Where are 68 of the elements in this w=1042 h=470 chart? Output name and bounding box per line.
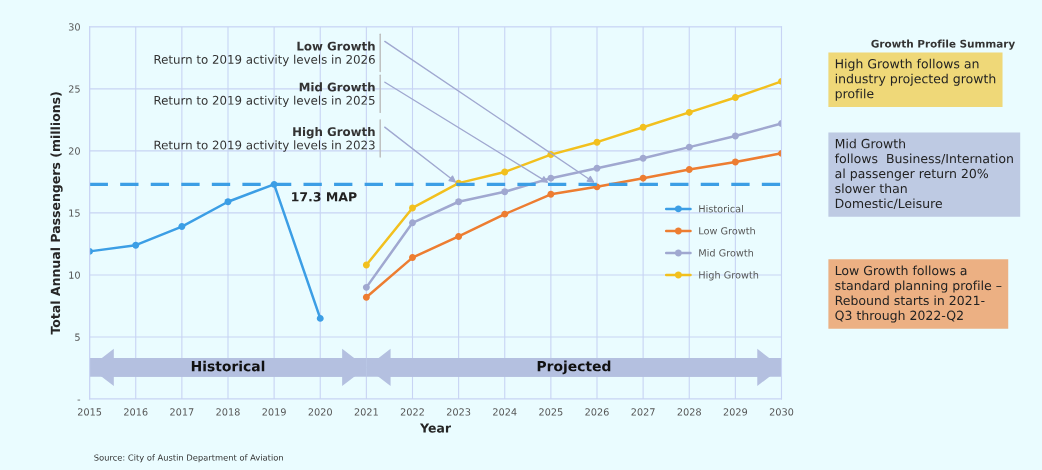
- x-tick-label: 2028: [677, 408, 701, 416]
- text: Mid Growth follows Business/Internation al passenger return 20% slower than Domestic/Leisure: [834, 138, 1013, 210]
- point: [501, 210, 509, 218]
- point: [593, 138, 601, 146]
- source-note: Source: City of Austin Department of Aviation: [94, 454, 283, 463]
- point: [639, 154, 647, 162]
- legend-label: Historical: [699, 204, 743, 213]
- x-tick-label: 2018: [216, 408, 240, 416]
- point: [547, 174, 555, 182]
- point: [316, 314, 324, 322]
- x-tick-label: 2015: [77, 408, 102, 416]
- point: [409, 254, 416, 262]
- x-tick-label: 2016: [124, 408, 148, 416]
- annotation: Projected: [537, 360, 611, 375]
- point: [409, 204, 416, 212]
- point: [178, 223, 186, 231]
- legend-label: Mid Growth: [699, 249, 753, 257]
- x-axis-title: Year: [419, 423, 452, 433]
- x-tick-label: 2030: [769, 408, 794, 416]
- point: [639, 174, 647, 182]
- text: Low Growth follows a standard planning profile – Rebound starts in 2021- Q3 through 2022-Q2: [835, 265, 1002, 323]
- y-tick-label: 15: [69, 209, 80, 217]
- point: [639, 123, 647, 131]
- x-tick-label: 2025: [539, 408, 563, 416]
- point: [593, 164, 601, 172]
- x-tick-label: 2024: [493, 408, 517, 416]
- y-tick-label: 30: [68, 23, 80, 31]
- x-tick-label: 2017: [170, 408, 194, 416]
- point: [132, 241, 140, 249]
- legend-label: Low Growth: [699, 226, 755, 235]
- point: [455, 233, 463, 240]
- x-tick-label: 2026: [585, 408, 609, 416]
- point: [685, 108, 693, 116]
- point: [409, 219, 416, 227]
- y-tick-label: -: [77, 399, 81, 401]
- y-tick-label: 20: [68, 147, 80, 155]
- legend-label: High Growth: [699, 271, 759, 281]
- point: [547, 190, 555, 198]
- y-tick-label: 25: [68, 85, 80, 93]
- y-tick-label: 5: [75, 333, 80, 341]
- text: High Growth follows an industry projected growth profile: [835, 58, 996, 101]
- x-tick-label: 2022: [400, 408, 424, 416]
- x-tick-label: 2027: [631, 408, 655, 416]
- point: [501, 168, 509, 176]
- point: [224, 198, 232, 206]
- point: [455, 198, 463, 206]
- x-tick-label: 2020: [308, 408, 332, 416]
- x-tick-label: 2023: [446, 408, 471, 416]
- annotation: High Growth Return to 2019 activity levels in 2023: [154, 126, 375, 152]
- point: [362, 293, 370, 301]
- annotation: Low Growth Return to 2019 activity levels in 2026: [154, 41, 375, 67]
- text: Growth Profile Summary: [871, 39, 1015, 50]
- point: [362, 283, 370, 291]
- point: [731, 158, 739, 166]
- point: [731, 132, 739, 140]
- point: [731, 94, 739, 101]
- annotation: Historical: [191, 360, 265, 372]
- x-tick-label: 2029: [723, 408, 748, 416]
- point: [501, 188, 509, 196]
- y-axis-title: Total Annual Passengers (millions): [50, 92, 63, 335]
- point: [362, 261, 370, 269]
- y-tick-label: 10: [69, 271, 80, 279]
- annotation: Mid Growth Return to 2019 activity levels in 2025: [154, 82, 375, 108]
- x-tick-label: 2021: [354, 408, 378, 416]
- x-tick-label: 2019: [262, 408, 286, 416]
- ref-line-label: 17.3 MAP: [292, 192, 357, 202]
- point: [685, 166, 693, 173]
- point: [685, 143, 693, 151]
